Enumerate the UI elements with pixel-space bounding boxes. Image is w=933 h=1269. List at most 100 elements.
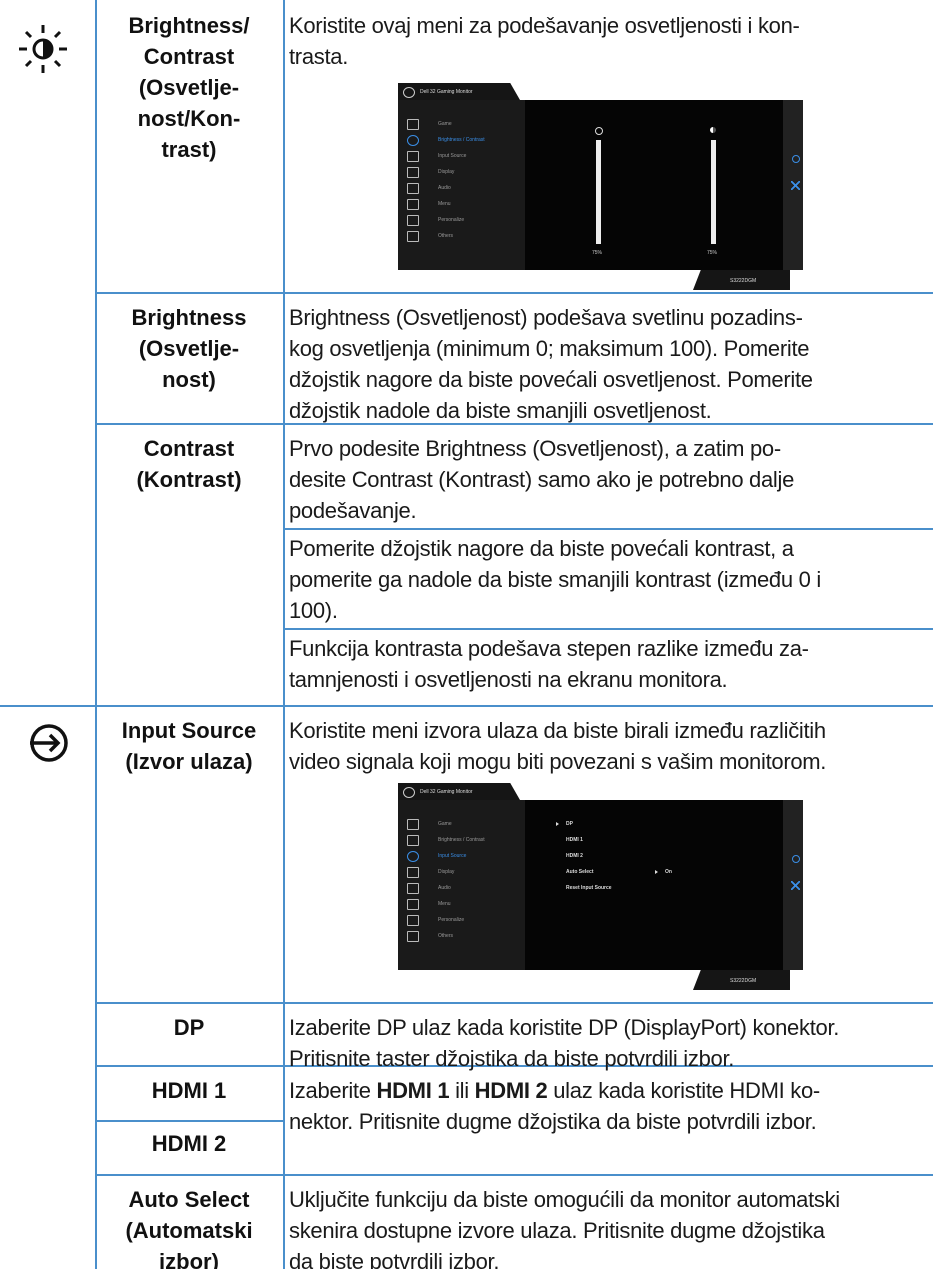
osd-header-tab xyxy=(398,783,520,800)
description-line: Koristite ovaj meni za podešavanje osvet… xyxy=(289,13,800,38)
description-line: Pomerite džojstik nagore da biste poveća… xyxy=(289,536,794,561)
osd-option-value: On xyxy=(665,869,672,875)
name-line: nost) xyxy=(162,367,216,392)
osd-footer: S3222DGM xyxy=(730,278,757,284)
description: Brightness (Osvetljenost) podešava svetl… xyxy=(289,302,933,426)
osd-menu-item: Others xyxy=(438,233,454,239)
description-line: podešavanje. xyxy=(289,498,417,523)
bold-run: HDMI 1 xyxy=(376,1078,450,1103)
item-name: HDMI 1 xyxy=(95,1075,283,1106)
description-line: nektor. Pritisnite dugme džojstika da bi… xyxy=(289,1109,817,1134)
osd-screenshot: Dell 32 Gaming Monitor Game Brightness / C… xyxy=(398,783,803,991)
name-line: Input Source xyxy=(121,718,257,743)
name-line: (Automatski xyxy=(125,1218,253,1243)
osd-header-tab xyxy=(398,83,520,100)
osd-footer-tab xyxy=(693,970,790,990)
description-line: Brightness (Osvetljenost) podešava svetl… xyxy=(289,305,803,330)
description-line: trasta. xyxy=(289,44,349,69)
table-border xyxy=(283,0,285,1269)
osd-arrow xyxy=(655,870,658,874)
description-line: Prvo podesite Brightness (Osvetljenost),… xyxy=(289,436,781,461)
osd-menu-icon xyxy=(407,119,419,130)
description-line: video signala koji mogu biti povezani s … xyxy=(289,749,827,774)
table-border xyxy=(0,705,933,707)
osd-joystick-icon xyxy=(792,155,800,163)
osd-menu-item: Menu xyxy=(438,901,451,907)
description-line: Izaberite DP ulaz kada koristite DP (Dis… xyxy=(289,1015,840,1040)
description-line: Funkcija kontrasta podešava stepen razli… xyxy=(289,636,809,661)
osd-slider-value: 75% xyxy=(592,250,603,256)
description-line: skenira dostupne izvore ulaza. Pritisnit… xyxy=(289,1218,825,1243)
name-line: HDMI 1 xyxy=(151,1078,227,1103)
dell-logo xyxy=(403,87,415,98)
osd-option: Auto Select xyxy=(566,869,594,875)
osd-menu-icon xyxy=(407,819,419,830)
osd-content-panel xyxy=(525,100,783,270)
osd-menu-item: Game xyxy=(438,821,452,827)
name-line: nost/Kon- xyxy=(137,106,241,131)
osd-menu-icon xyxy=(407,851,419,862)
item-name: Auto Select (Automatski izbor) xyxy=(95,1184,283,1269)
osd-option: HDMI 1 xyxy=(566,837,583,843)
osd-menu-icon xyxy=(407,867,419,878)
item-name: Input Source (Izvor ulaza) xyxy=(95,715,283,777)
description: Koristite ovaj meni za podešavanje osvet… xyxy=(289,10,933,72)
name-line: DP xyxy=(173,1015,205,1040)
description-line: Koristite meni izvora ulaza da biste bir… xyxy=(289,718,826,743)
osd-menu-icon xyxy=(407,931,419,942)
description-line: Uključite funkciju da biste omogućili da… xyxy=(289,1187,840,1212)
osd-menu-item: Brightness / Contrast xyxy=(438,137,485,143)
osd-menu-item: Others xyxy=(438,933,454,939)
table-border xyxy=(283,628,933,630)
osd-header: Dell 32 Gaming Monitor xyxy=(420,89,473,95)
description-line: 100). xyxy=(289,598,338,623)
description: Pomerite džojstik nagore da biste poveća… xyxy=(289,533,933,626)
osd-menu-icon xyxy=(407,167,419,178)
item-name: Contrast (Kontrast) xyxy=(95,433,283,495)
osd-menu-icon xyxy=(407,183,419,194)
osd-joystick-icon xyxy=(792,855,800,863)
osd-screenshot: Dell 32 Gaming Monitor Game Brightness / C… xyxy=(398,83,803,291)
osd-menu-icon xyxy=(407,215,419,226)
osd-slider xyxy=(711,140,716,244)
name-line: (Kontrast) xyxy=(136,467,242,492)
item-name: Brightness (Osvetlje-nost) xyxy=(95,302,283,395)
table-border xyxy=(95,1002,933,1004)
osd-arrow xyxy=(556,822,559,826)
description-line: da biste potvrdili izbor. xyxy=(289,1249,500,1269)
description: Izaberite HDMI 1 ili HDMI 2 ulaz kada ko… xyxy=(289,1075,933,1137)
osd-menu-icon xyxy=(407,231,419,242)
description-line: džojstik nagore da biste povećali osvetl… xyxy=(289,367,813,392)
text-run: Izaberite xyxy=(289,1078,377,1103)
item-name: HDMI 2 xyxy=(95,1128,283,1159)
description-line: Izaberite HDMI 1 ili HDMI 2 ulaz kada ko… xyxy=(289,1075,933,1106)
osd-menu-icon xyxy=(407,899,419,910)
table-border xyxy=(283,528,933,530)
osd-menu-item: Display xyxy=(438,869,455,875)
osd-menu-item: Brightness / Contrast xyxy=(438,837,485,843)
brightness-icon xyxy=(19,25,67,73)
text-run: ili xyxy=(449,1078,475,1103)
osd-close-icon xyxy=(791,181,800,190)
description-line: Pritisnite taster džojstika da biste pot… xyxy=(289,1046,735,1071)
description: Uključite funkciju da biste omogućili da… xyxy=(289,1184,933,1269)
bold-run: HDMI 2 xyxy=(474,1078,548,1103)
osd-menu-icon xyxy=(407,915,419,926)
contrast-icon xyxy=(710,127,716,133)
osd-content-panel xyxy=(525,800,783,970)
item-name: DP xyxy=(95,1012,283,1043)
name-line: HDMI 2 xyxy=(151,1131,227,1156)
osd-menu-icon xyxy=(407,835,419,846)
osd-menu-icon xyxy=(407,199,419,210)
osd-menu-item: Input Source xyxy=(438,853,467,859)
name-line: Contrast xyxy=(143,44,235,69)
description: Funkcija kontrasta podešava stepen razli… xyxy=(289,633,933,695)
osd-option: Reset Input Source xyxy=(566,885,612,891)
osd-menu-item: Audio xyxy=(438,885,451,891)
name-line: Brightness xyxy=(131,305,247,330)
input-source-icon xyxy=(30,724,68,762)
name-line: (Osvetlje- xyxy=(138,336,240,361)
dell-logo xyxy=(403,787,415,798)
description-line: desite Contrast (Kontrast) samo ako je p… xyxy=(289,467,795,492)
